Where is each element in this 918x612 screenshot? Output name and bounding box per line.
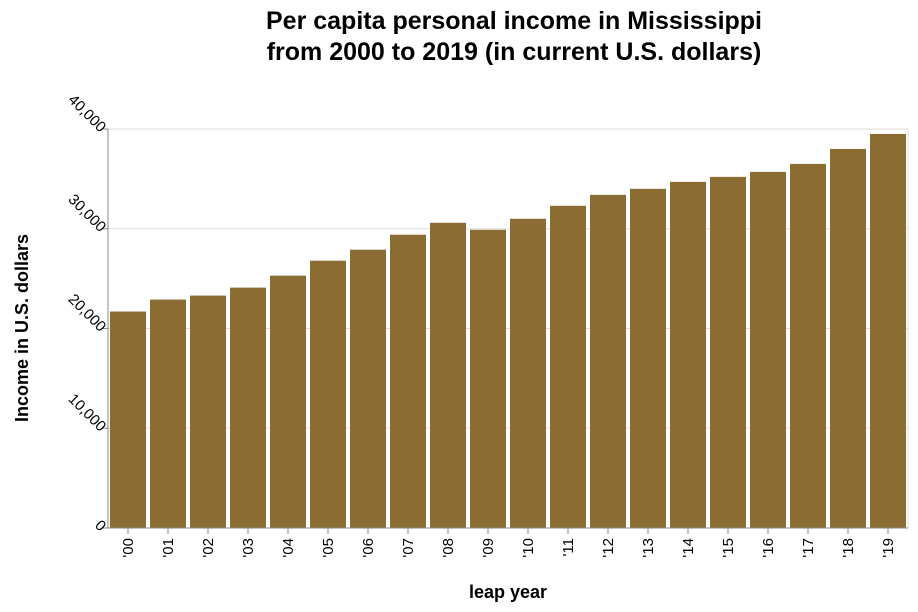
bar-08 — [430, 222, 466, 528]
bar-09 — [470, 229, 506, 528]
bar-03 — [230, 287, 266, 528]
x-tick-label: '17 — [800, 538, 817, 558]
bar-00 — [110, 311, 146, 528]
x-tick-label: '10 — [520, 538, 537, 558]
y-axis-title: Income in U.S. dollars — [12, 234, 32, 422]
bar-05 — [310, 260, 346, 528]
y-axis-ticks: 0 10,000 20,000 30,000 40,000 — [65, 91, 109, 534]
x-tick-label: '07 — [400, 538, 417, 558]
chart-title-line-1: Per capita personal income in Mississipp… — [266, 7, 762, 35]
x-tick-label: '08 — [440, 538, 457, 558]
y-tick-label: 40,000 — [65, 91, 109, 135]
x-tick-label: '05 — [320, 538, 337, 558]
bar-16 — [750, 171, 786, 528]
x-tick-label: '18 — [840, 538, 857, 558]
x-tick-label: '04 — [280, 538, 297, 558]
x-tick-label: '09 — [480, 538, 497, 558]
x-tick-label: '01 — [160, 538, 177, 558]
bar-17 — [790, 163, 826, 528]
bar-18 — [830, 148, 866, 528]
x-tick-label: '16 — [760, 538, 777, 558]
bar-04 — [270, 275, 306, 528]
bar-01 — [150, 299, 186, 528]
x-tick-label: '06 — [360, 538, 377, 558]
x-tick-label: '14 — [680, 538, 697, 558]
y-tick-label: 30,000 — [65, 191, 109, 235]
bar-12 — [590, 194, 626, 528]
x-tick-label: '02 — [200, 538, 217, 558]
y-tick-label: 0 — [91, 517, 109, 535]
y-tick-label: 20,000 — [65, 291, 109, 335]
x-tick-label: '03 — [240, 538, 257, 558]
bar-06 — [350, 249, 386, 528]
bar-14 — [670, 181, 706, 528]
bar-19 — [870, 133, 906, 529]
x-axis-title: leap year — [469, 582, 547, 602]
x-axis-ticks: '00 '01 '02 '03 '04 '05 '06 '07 '08 '09 '10 '11 '12 '… — [120, 528, 897, 558]
bar-11 — [550, 205, 586, 528]
bars — [110, 133, 906, 529]
x-tick-label: '11 — [560, 538, 577, 556]
x-tick-label: '00 — [120, 538, 137, 558]
chart-title: Per capita personal income in Mississipp… — [266, 7, 762, 66]
bar-15 — [710, 176, 746, 528]
x-tick-label: '12 — [600, 538, 617, 558]
x-tick-label: '13 — [640, 538, 657, 558]
bar-13 — [630, 188, 666, 528]
x-tick-label: '15 — [720, 538, 737, 558]
chart-title-line-2: from 2000 to 2019 (in current U.S. dolla… — [267, 38, 762, 66]
bar-02 — [190, 295, 226, 528]
y-tick-label: 10,000 — [65, 391, 109, 435]
x-tick-label: '19 — [880, 538, 897, 558]
bar-07 — [390, 234, 426, 529]
gridlines — [107, 128, 909, 529]
bar-10 — [510, 218, 546, 528]
